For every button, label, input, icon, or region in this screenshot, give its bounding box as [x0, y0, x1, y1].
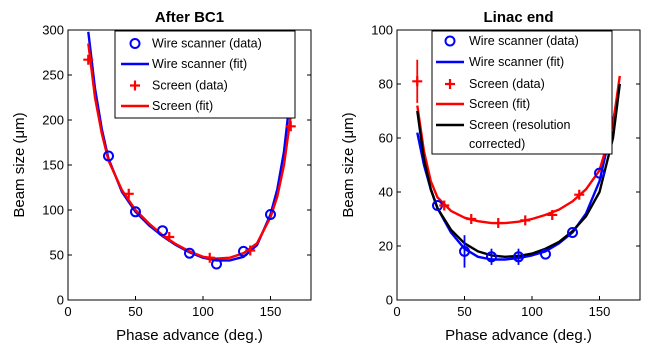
data-point	[123, 188, 134, 199]
x-axis-label: Phase advance (deg.)	[116, 327, 263, 344]
chart-linac-end: 0 50 100 150 0 20 40 60 80 100 Linac end Phase adva…	[340, 9, 641, 344]
legend-label: Wire scanner (data)	[152, 37, 262, 51]
data-point	[594, 167, 605, 179]
x-tick-label: 150	[589, 304, 611, 319]
data-point	[574, 189, 585, 200]
legend-label: Screen (fit)	[469, 97, 530, 111]
y-tick-label: 100	[371, 23, 393, 38]
data-point	[164, 232, 175, 242]
series-line	[416, 75, 621, 225]
legend-marker	[445, 79, 455, 89]
data-point	[204, 252, 215, 263]
legend-label: Screen (resolution	[469, 118, 570, 132]
x-tick-label: 100	[192, 304, 214, 319]
x-tick-label: 100	[521, 304, 543, 319]
chart-title: Linac end	[483, 9, 553, 26]
y-tick-label: 150	[42, 158, 64, 173]
data-point	[83, 54, 94, 65]
data-point	[493, 218, 504, 229]
series-line	[416, 83, 621, 258]
data-point	[285, 121, 296, 132]
x-tick-label: 50	[457, 304, 471, 319]
chart-title: After BC1	[155, 9, 224, 26]
y-axis-label: Beam size (μm)	[11, 112, 28, 217]
legend-label: Wire scanner (fit)	[469, 55, 564, 69]
y-tick-label: 200	[42, 113, 64, 128]
data-point	[547, 209, 558, 220]
legend-marker	[129, 38, 141, 49]
data-point	[513, 251, 524, 263]
y-tick-label: 60	[379, 131, 393, 146]
data-point	[466, 214, 477, 224]
legend-marker	[130, 80, 140, 91]
x-tick-label: 50	[128, 304, 142, 319]
data-point	[412, 76, 423, 87]
x-axis-label: Phase advance (deg.)	[445, 327, 592, 344]
data-point	[486, 251, 497, 263]
chart-after-bc1: 0 50 100 150 0 50 100 150 200 250 300 After BC1 Phas…	[11, 9, 312, 344]
legend-label: Screen (data)	[152, 79, 228, 93]
data-point	[211, 258, 222, 270]
data-point	[103, 150, 114, 162]
y-tick-label: 300	[42, 23, 64, 38]
x-tick-label: 0	[64, 304, 71, 319]
legend-label: Screen (data)	[469, 77, 545, 91]
data-point	[245, 245, 256, 256]
data-point	[157, 225, 168, 237]
legend-marker	[444, 35, 456, 47]
y-tick-label: 0	[386, 293, 393, 308]
data-point	[459, 245, 470, 257]
data-point	[520, 215, 531, 226]
legend-label: corrected)	[469, 137, 525, 151]
plot-frame	[396, 29, 641, 301]
y-tick-label: 0	[57, 293, 64, 308]
data-point	[439, 200, 450, 211]
y-axis-label: Beam size (μm)	[340, 112, 357, 217]
legend-box	[114, 30, 296, 119]
data-point	[130, 206, 141, 218]
y-tick-label: 250	[42, 68, 64, 83]
legend-label: Screen (fit)	[152, 99, 213, 113]
legend-label: Wire scanner (fit)	[152, 57, 247, 71]
legend-label: Wire scanner (data)	[469, 34, 579, 48]
data-point	[184, 247, 195, 259]
y-tick-label: 80	[379, 77, 393, 92]
data-point	[567, 227, 578, 238]
data-point	[540, 248, 551, 260]
y-tick-label: 100	[42, 203, 64, 218]
x-tick-label: 150	[260, 304, 282, 319]
legend-box	[431, 30, 613, 155]
y-tick-label: 20	[379, 239, 393, 254]
y-tick-label: 40	[379, 185, 393, 200]
x-tick-label: 0	[393, 304, 400, 319]
data-point	[265, 209, 276, 220]
y-tick-label: 50	[50, 248, 64, 263]
